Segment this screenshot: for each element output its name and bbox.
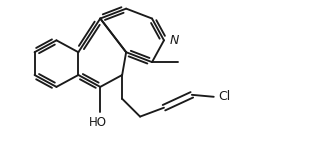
Text: HO: HO (89, 116, 107, 129)
Text: N: N (170, 34, 179, 47)
Text: Cl: Cl (219, 90, 231, 103)
